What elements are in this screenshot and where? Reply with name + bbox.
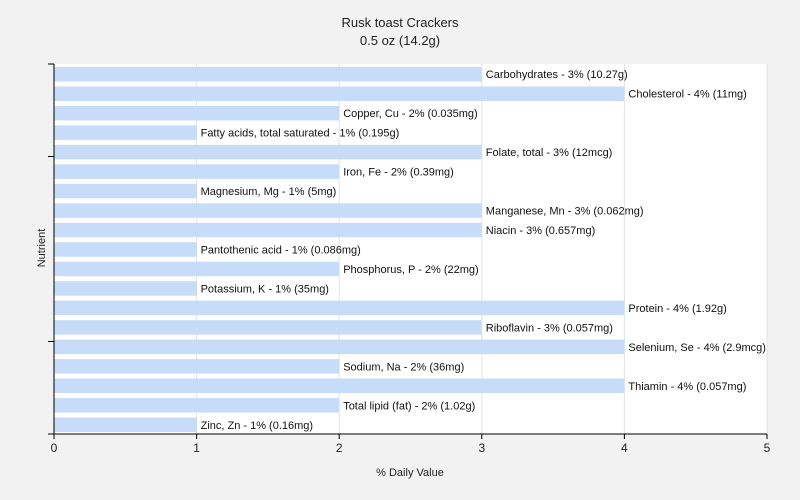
- bar: [54, 378, 625, 394]
- bar: [54, 261, 340, 277]
- bar: [54, 144, 482, 160]
- x-tick-label: 0: [51, 441, 58, 455]
- bar: [54, 86, 625, 101]
- bar-labels: Carbohydrates - 3% (10.27g)Cholesterol -…: [201, 69, 766, 432]
- data-label: Manganese, Mn - 3% (0.062mg): [486, 206, 644, 218]
- data-label: Copper, Cu - 2% (0.035mg): [343, 108, 478, 120]
- data-label: Magnesium, Mg - 1% (5mg): [201, 186, 337, 198]
- chart-subtitle: 0.5 oz (14.2g): [360, 33, 440, 48]
- bar: [54, 359, 340, 374]
- bar: [54, 281, 197, 296]
- bar: [54, 339, 625, 355]
- bar: [54, 300, 625, 316]
- data-label: Riboflavin - 3% (0.057mg): [486, 322, 613, 334]
- data-label: Total lipid (fat) - 2% (1.02g): [343, 400, 475, 412]
- x-tick-label: 5: [764, 441, 771, 455]
- bar: [54, 183, 197, 199]
- x-tick-label: 3: [478, 441, 485, 455]
- chart-title: Rusk toast Crackers: [341, 15, 459, 30]
- data-label: Iron, Fe - 2% (0.39mg): [343, 167, 454, 179]
- x-ticks: 0 1 2 3 4 5: [51, 434, 771, 455]
- data-label: Thiamin - 4% (0.057mg): [628, 381, 746, 393]
- data-label: Sodium, Na - 2% (36mg): [343, 361, 464, 373]
- x-tick-label: 2: [336, 441, 343, 455]
- data-label: Protein - 4% (1.92g): [628, 303, 726, 315]
- bar: [54, 242, 197, 257]
- bar: [54, 125, 197, 140]
- data-label: Pantothenic acid - 1% (0.086mg): [201, 245, 361, 257]
- bar: [54, 203, 482, 218]
- bar: [54, 398, 340, 413]
- bar: [54, 105, 340, 121]
- y-axis-title: Nutrient: [36, 229, 48, 268]
- data-label: Carbohydrates - 3% (10.27g): [486, 69, 628, 81]
- data-label: Selenium, Se - 4% (2.9mcg): [628, 342, 766, 354]
- bar: [54, 222, 482, 238]
- bar: [54, 417, 197, 433]
- data-label: Niacin - 3% (0.657mg): [486, 225, 595, 237]
- data-label: Potassium, K - 1% (35mg): [201, 283, 329, 295]
- bar: [54, 164, 340, 179]
- axes: [48, 63, 767, 435]
- bars: [54, 66, 625, 433]
- x-tick-label: 4: [621, 441, 628, 455]
- bar: [54, 320, 482, 335]
- data-label: Zinc, Zn - 1% (0.16mg): [201, 420, 313, 432]
- x-axis-title: % Daily Value: [376, 467, 444, 479]
- data-label: Folate, total - 3% (12mcg): [486, 147, 613, 159]
- data-label: Cholesterol - 4% (11mg): [628, 89, 746, 101]
- x-tick-label: 1: [193, 441, 200, 455]
- data-label: Fatty acids, total saturated - 1% (0.195…: [201, 128, 400, 140]
- bar: [54, 66, 482, 82]
- data-label: Phosphorus, P - 2% (22mg): [343, 264, 479, 276]
